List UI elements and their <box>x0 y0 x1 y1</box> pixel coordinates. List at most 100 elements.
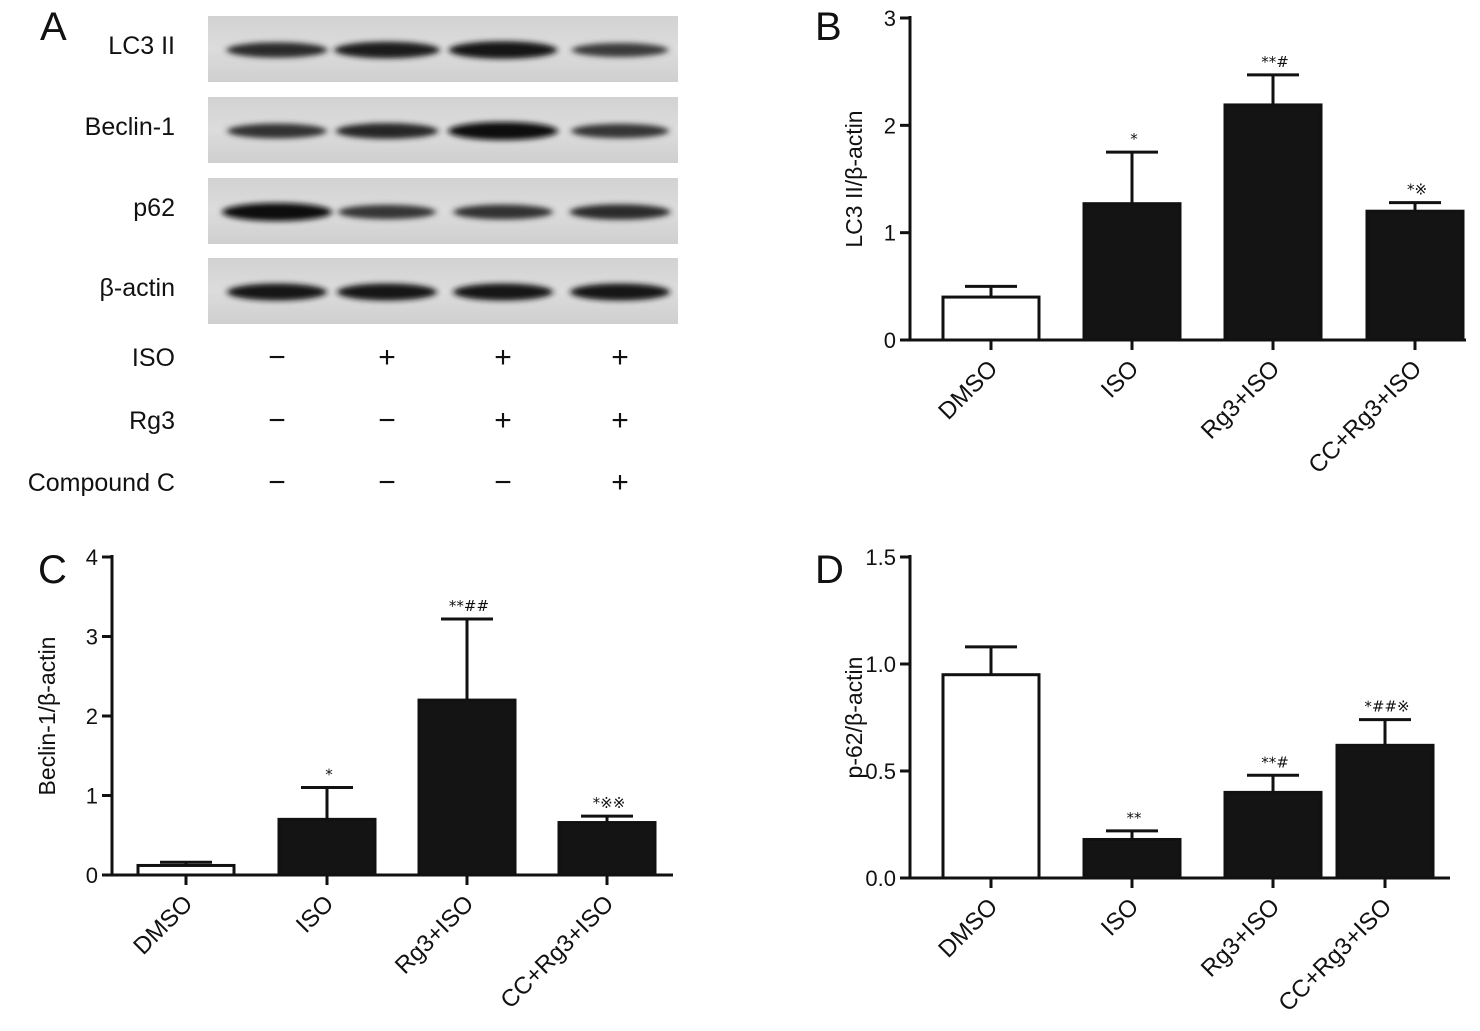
y-tick-label: 3 <box>884 6 896 31</box>
significance-label: *※※ <box>593 794 626 812</box>
significance-label: * <box>325 766 333 784</box>
significance-label: *##※ <box>1364 698 1409 716</box>
bar <box>1335 743 1435 880</box>
category-label: DMSO <box>933 893 1003 963</box>
blot-band <box>335 123 439 139</box>
treatment-label: ISO <box>132 344 175 372</box>
protein-label: β-actin <box>99 274 175 302</box>
y-tick-label: 1 <box>884 221 896 246</box>
significance-label: **# <box>1261 753 1289 771</box>
treatment-sign: − <box>378 404 396 437</box>
treatment-sign: + <box>611 341 629 374</box>
bar <box>1223 103 1323 342</box>
treatment-row: Compound C − − − + <box>28 466 629 499</box>
y-axis-label: LC3 II/β-actin <box>841 110 867 247</box>
bar <box>1223 790 1323 880</box>
blot-band <box>338 204 436 220</box>
category-label: DMSO <box>128 890 198 960</box>
y-tick-label: 0 <box>884 328 896 353</box>
y-axis-label: Beclin-1/β-actin <box>34 637 60 796</box>
blot-band <box>448 122 558 140</box>
bar <box>136 863 236 877</box>
panel-c-beclin-chart: C 0 1 2 3 4 Beclin-1/β-actin DMSO ISO Rg3+ISO CC+… <box>34 545 673 1014</box>
blot-band <box>453 283 553 301</box>
category-label: Rg3+ISO <box>1196 893 1285 982</box>
blot-band <box>222 203 332 221</box>
significance-label: *※ <box>1407 181 1427 199</box>
y-tick-label: 4 <box>86 545 98 570</box>
category-label: ISO <box>1096 355 1144 403</box>
significance-label: * <box>1130 130 1138 148</box>
bar <box>557 821 657 877</box>
treatment-label: Rg3 <box>129 407 175 435</box>
y-tick-label: 2 <box>86 704 98 729</box>
treatment-sign: + <box>494 341 512 374</box>
category-label: CC+Rg3+ISO <box>495 890 619 1014</box>
significance-label: **## <box>449 597 489 615</box>
protein-label: p62 <box>133 194 175 222</box>
protein-label: LC3 II <box>108 32 175 60</box>
treatment-table: ISO − + + + Rg3 − − + + Compound C − − − + <box>28 341 629 499</box>
treatment-sign: + <box>611 404 629 437</box>
blot-band <box>571 123 669 139</box>
bar <box>417 698 517 877</box>
blot-band <box>448 41 558 59</box>
bar <box>941 673 1041 880</box>
blot-band <box>453 204 553 220</box>
y-tick-label: 3 <box>86 625 98 650</box>
y-tick-label: 1.5 <box>865 545 896 570</box>
category-label: CC+Rg3+ISO <box>1273 893 1397 1017</box>
blot-band <box>334 41 440 59</box>
blot-strips: LC3 II Beclin-1 p62 β-actin <box>85 16 678 324</box>
panel-a-western-blot: A LC3 II Beclin-1 p62 β-actin ISO − + + + Rg3 − − +… <box>28 5 678 499</box>
bar <box>277 817 377 877</box>
category-label: ISO <box>291 890 339 938</box>
treatment-sign: − <box>268 341 286 374</box>
y-tick-label: 0.0 <box>865 866 896 891</box>
significance-label: ** <box>1127 809 1143 827</box>
y-tick-label: 0.5 <box>865 759 896 784</box>
blot-band <box>227 283 327 301</box>
y-axis-label: p-62/β-actin <box>841 657 867 779</box>
significance-label: **# <box>1261 53 1289 71</box>
y-tick-label: 0 <box>86 863 98 888</box>
treatment-sign: − <box>268 466 286 499</box>
panel-label-d: D <box>815 548 844 592</box>
blot-row: Beclin-1 <box>85 97 678 163</box>
category-label: Rg3+ISO <box>390 890 479 979</box>
blot-band <box>569 204 671 220</box>
treatment-sign: − <box>378 466 396 499</box>
blot-row: LC3 II <box>108 16 678 82</box>
treatment-sign: + <box>378 341 396 374</box>
blot-band <box>227 123 327 139</box>
treatment-row: Rg3 − − + + <box>129 404 629 437</box>
category-label: CC+Rg3+ISO <box>1303 355 1427 479</box>
panel-d-p62-chart: D 0.0 0.5 1.0 1.5 p-62/β-actin DMSO ISO Rg3+ISO… <box>815 545 1450 1017</box>
y-tick-label: 1.0 <box>865 652 896 677</box>
y-tick-label: 1 <box>86 784 98 809</box>
blot-band <box>570 283 670 301</box>
blot-row: p62 <box>133 178 678 244</box>
blot-row: β-actin <box>99 258 678 324</box>
treatment-label: Compound C <box>28 469 175 497</box>
treatment-sign: + <box>611 466 629 499</box>
panel-label-c: C <box>38 548 67 592</box>
bar <box>941 295 1041 342</box>
y-tick-label: 2 <box>884 113 896 138</box>
protein-label: Beclin-1 <box>85 113 175 141</box>
panel-label-b: B <box>815 5 842 49</box>
treatment-row: ISO − + + + <box>132 341 629 374</box>
blot-band <box>337 283 437 301</box>
bar <box>1365 209 1465 342</box>
panel-label-a: A <box>40 5 67 49</box>
bar <box>1082 837 1182 880</box>
treatment-sign: − <box>494 466 512 499</box>
bar <box>1082 202 1182 342</box>
panel-b-lc3-chart: B 0 1 2 3 LC3 II/β-actin DMSO ISO Rg3+ISO CC+Rg3… <box>815 5 1466 479</box>
blot-band <box>571 43 669 57</box>
treatment-sign: + <box>494 404 512 437</box>
category-label: DMSO <box>933 355 1003 425</box>
blot-band <box>226 42 328 58</box>
treatment-sign: − <box>268 404 286 437</box>
